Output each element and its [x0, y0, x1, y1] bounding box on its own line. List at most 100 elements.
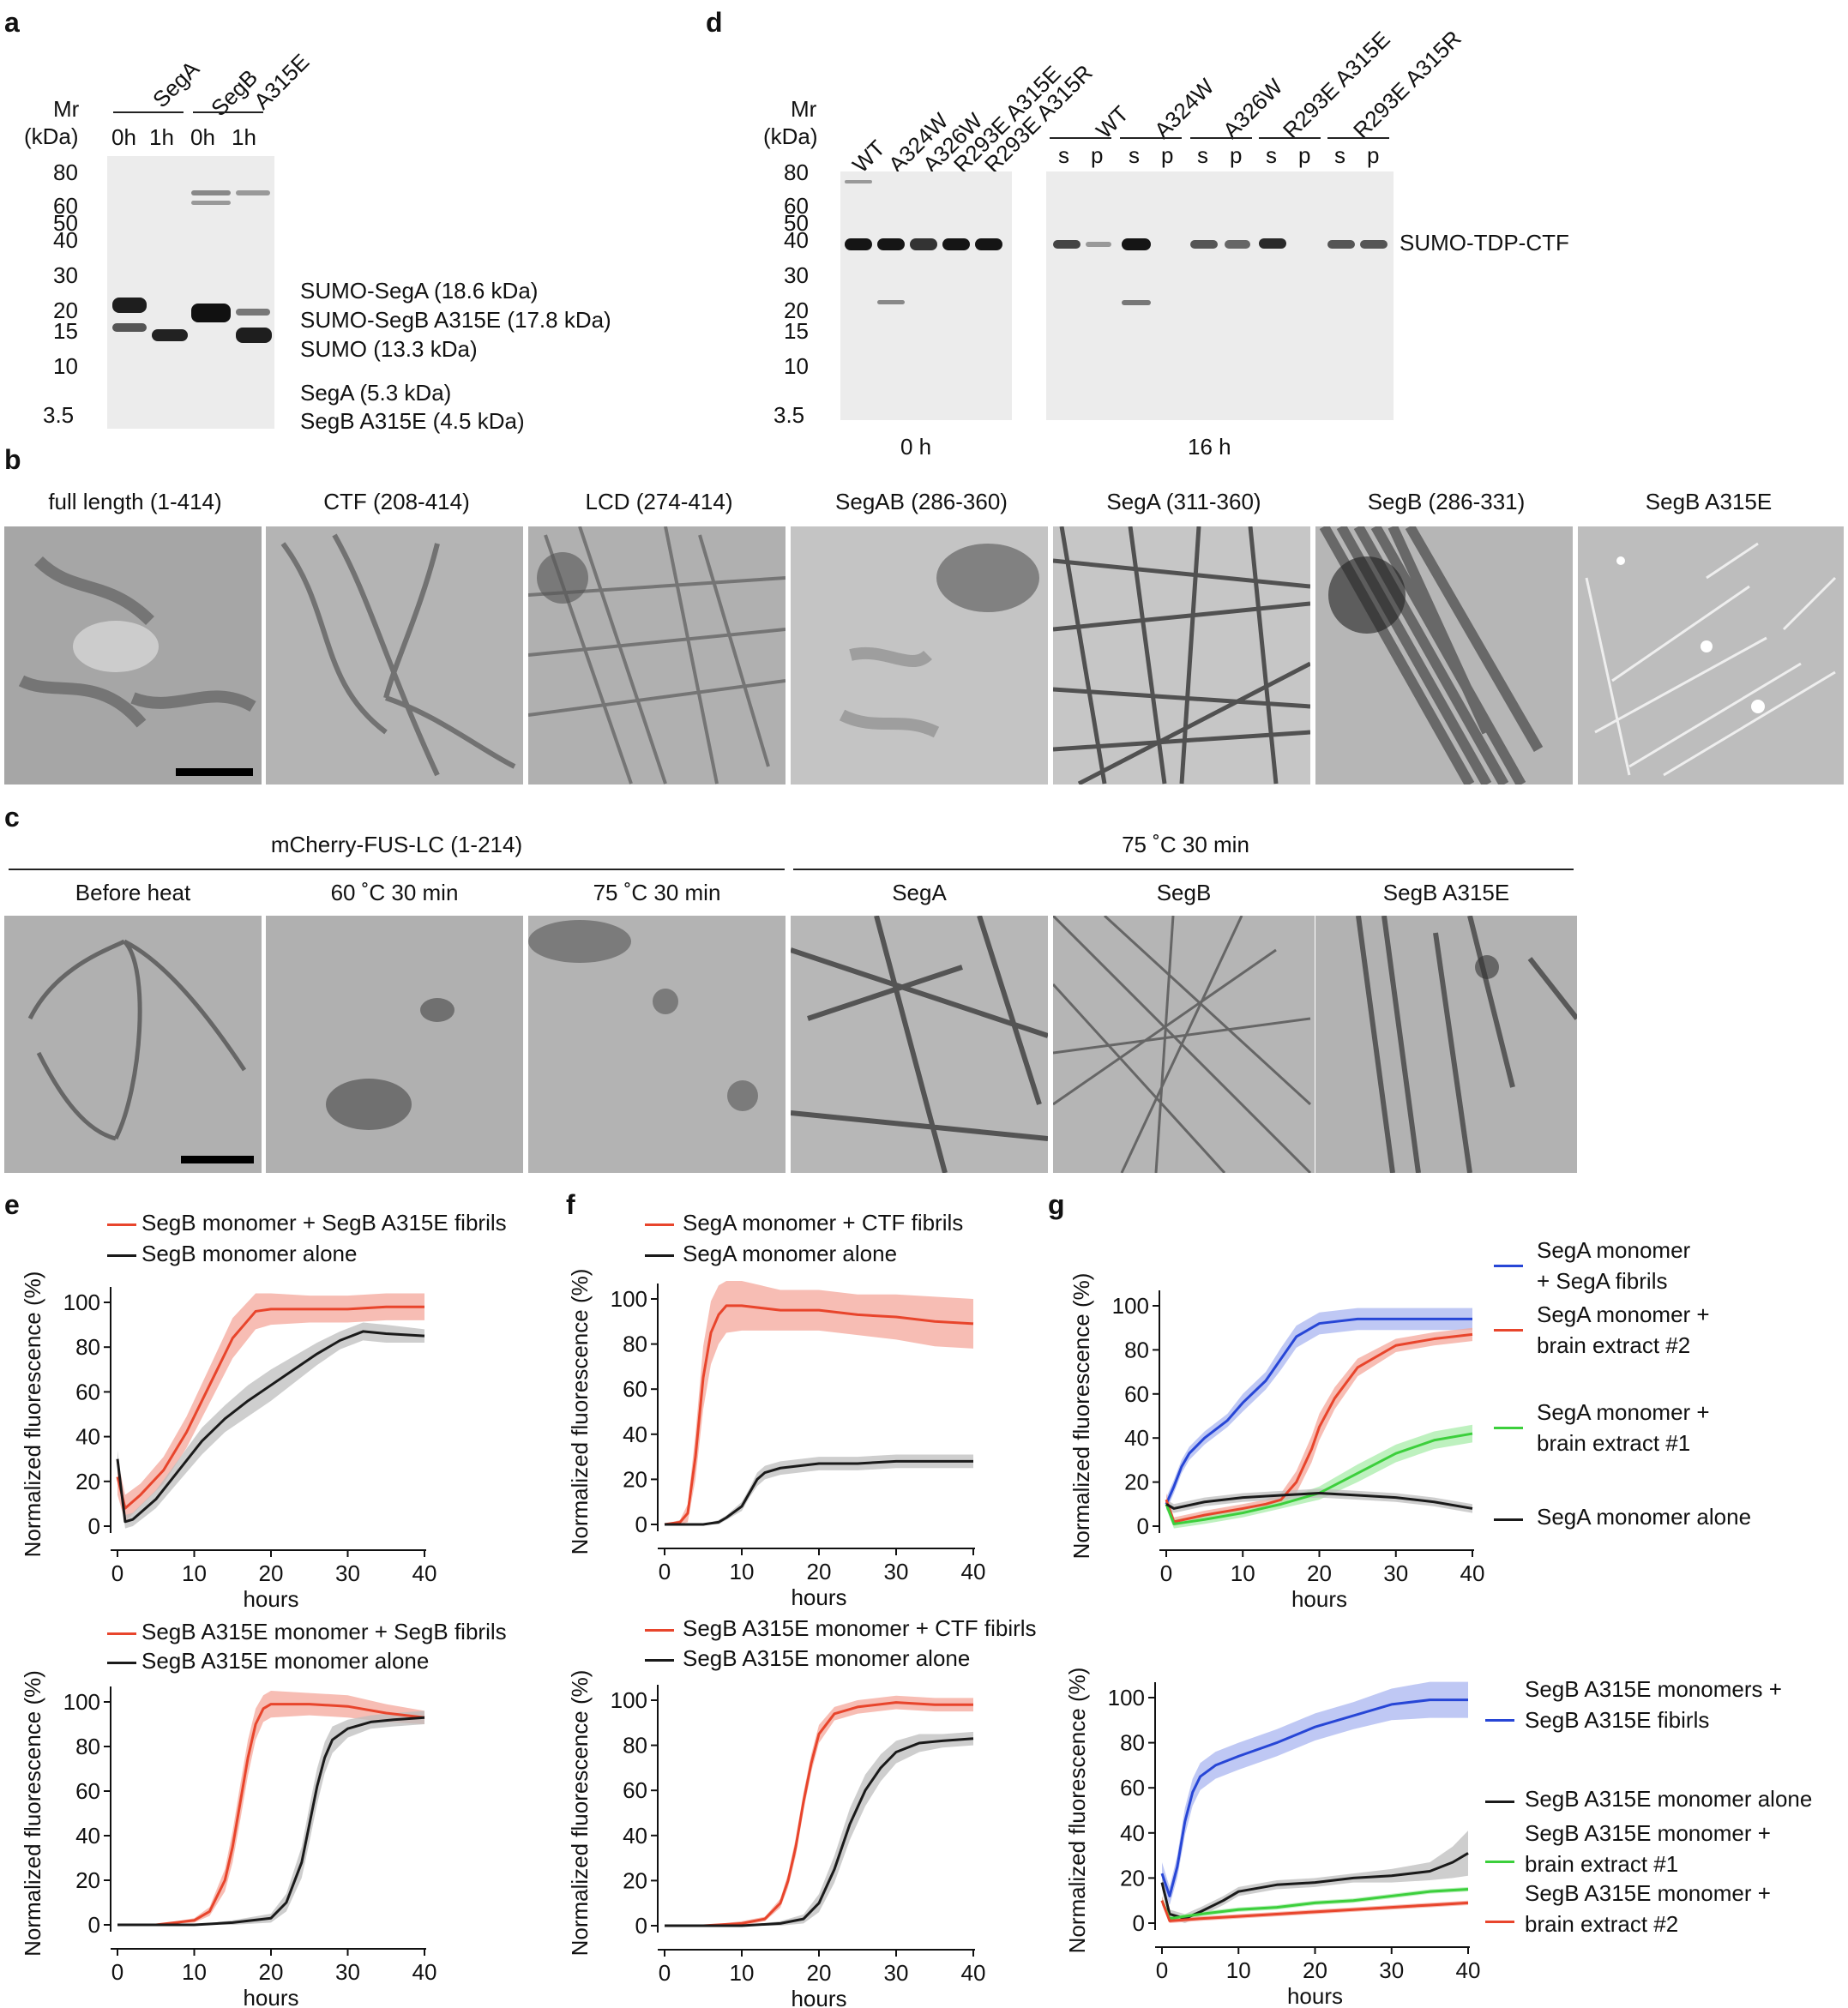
kda-label: (kDa)	[24, 123, 79, 149]
panel-label-e: e	[4, 1189, 20, 1220]
em-title: LCD (274-414)	[585, 489, 733, 514]
x-tick-label: 10	[182, 1560, 207, 1586]
series-line	[1165, 1432, 1473, 1525]
gel-band	[975, 238, 1002, 250]
x-tick-label: 40	[1456, 1957, 1481, 1983]
group-line	[1050, 137, 1111, 139]
gel-band	[112, 323, 147, 332]
legend-swatch	[1494, 1265, 1523, 1267]
em-title: SegA	[892, 880, 947, 905]
error-band	[665, 1695, 973, 1926]
x-tick-label: 40	[412, 1959, 437, 1985]
marker-label: 50	[53, 210, 78, 236]
gel-band	[1122, 238, 1151, 250]
gel-band	[1327, 240, 1355, 249]
em-title: full length (1-414)	[48, 489, 222, 514]
gel-band	[1122, 300, 1151, 305]
marker-label: 80	[53, 159, 78, 185]
gel-band	[191, 304, 231, 322]
em-image	[1053, 916, 1315, 1173]
series-line	[665, 1701, 973, 1927]
em-image	[1315, 526, 1573, 785]
sp-label: s	[1334, 142, 1345, 168]
panel-label-g: g	[1048, 1189, 1065, 1220]
y-tick-label: 0	[88, 1912, 100, 1938]
annotation: SUMO-SegB A315E (17.8 kDa)	[300, 307, 611, 333]
gel-d-0h	[840, 171, 1012, 420]
sp-label: p	[1161, 142, 1174, 168]
annotation: SUMO (13.3 kDa)	[300, 336, 478, 362]
group-line	[9, 869, 785, 870]
panel-label-a: a	[4, 7, 20, 38]
em-image	[528, 916, 786, 1173]
x-tick-label: 10	[1226, 1957, 1251, 1983]
y-tick-label: 100	[611, 1286, 647, 1312]
marker-label: 50	[784, 210, 809, 236]
sp-label: p	[1298, 142, 1311, 168]
marker-label: 15	[784, 318, 809, 344]
panel-label-f: f	[566, 1189, 575, 1220]
gel-band	[152, 329, 188, 341]
x-axis-label: hours	[1287, 1983, 1343, 2008]
x-tick-label: 30	[335, 1959, 360, 1985]
y-axis-label: Normalized fluorescence (%)	[1064, 1668, 1090, 1954]
x-tick-label: 20	[259, 1560, 284, 1586]
em-image	[791, 526, 1048, 785]
em-image	[528, 526, 786, 785]
legend-label: SegA monomer + SegA fibrils	[1537, 1237, 1691, 1294]
legend-swatch	[1485, 1861, 1514, 1863]
sp-label: s	[1058, 142, 1069, 168]
em-image	[266, 526, 523, 785]
series-line	[117, 1703, 425, 1927]
em-image	[1053, 526, 1310, 785]
x-tick-label: 10	[730, 1960, 755, 1986]
group-title-right: 75 ˚C 30 min	[1122, 832, 1249, 857]
gel-band	[1086, 242, 1111, 247]
x-tick-label: 20	[259, 1959, 284, 1985]
marker-label: 15	[53, 318, 78, 344]
y-axis-label: Normalized fluorescence (%)	[20, 1670, 45, 1957]
em-title: 75 ˚C 30 min	[593, 880, 721, 905]
gel-band	[236, 190, 270, 195]
time-label: 16 h	[1188, 434, 1231, 460]
legend-label: SegB A315E monomer + brain extract #2	[1525, 1880, 1771, 1937]
x-tick-label: 10	[730, 1559, 755, 1584]
y-tick-label: 20	[1120, 1865, 1145, 1891]
marker-label: 10	[53, 353, 78, 379]
marker-label: 3.5	[774, 402, 805, 428]
y-tick-label: 0	[635, 1913, 647, 1939]
x-tick-label: 20	[1303, 1957, 1327, 1983]
y-tick-label: 80	[75, 1334, 100, 1360]
sp-label: s	[1266, 142, 1277, 168]
gel-band	[877, 300, 905, 304]
x-axis-label: hours	[1291, 1586, 1347, 1612]
y-tick-label: 20	[623, 1867, 647, 1893]
legend-label: SegA monomer alone	[683, 1241, 898, 1266]
gel-band	[1053, 240, 1081, 249]
legend-swatch	[645, 1659, 674, 1662]
marker-label: 20	[53, 298, 78, 323]
series-line	[1165, 1332, 1473, 1524]
y-tick-label: 0	[1133, 1910, 1145, 1936]
series-line	[1165, 1317, 1472, 1505]
legend-swatch	[1485, 1801, 1514, 1803]
x-axis-label: hours	[243, 1586, 298, 1612]
error-band	[117, 1293, 424, 1522]
x-tick-label: 10	[182, 1959, 207, 1985]
x-tick-label: 0	[111, 1959, 123, 1985]
y-tick-label: 100	[1112, 1293, 1149, 1319]
series-line	[116, 1330, 425, 1524]
series-line	[1160, 1900, 1469, 1922]
lane-label: 0h	[111, 124, 136, 150]
series-line	[1165, 1491, 1473, 1510]
error-band	[117, 1710, 424, 1925]
legend-swatch	[645, 1254, 674, 1257]
y-tick-label: 0	[635, 1512, 647, 1537]
y-axis-label: Normalized fluorescence (%)	[1068, 1273, 1094, 1560]
time-label: 0 h	[900, 434, 932, 460]
y-tick-label: 60	[75, 1778, 100, 1804]
y-tick-label: 40	[623, 1422, 647, 1447]
legend-label: SegA monomer + CTF fibrils	[683, 1210, 964, 1235]
x-tick-label: 0	[659, 1559, 671, 1584]
